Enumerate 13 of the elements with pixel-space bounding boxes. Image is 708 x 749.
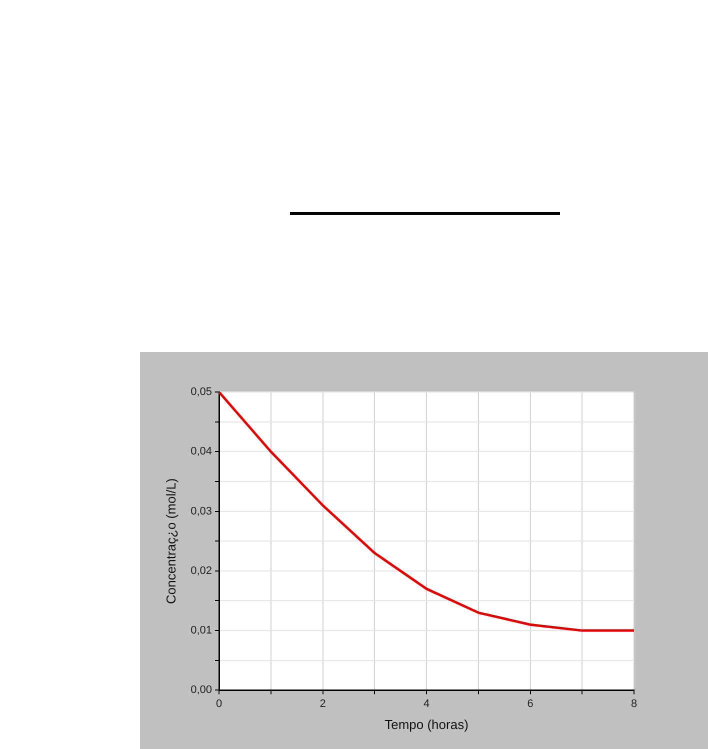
y-tick-label: 0,02 [190, 564, 212, 577]
y-tick-label: 0,03 [190, 505, 212, 518]
x-tick-label: 2 [320, 698, 326, 710]
x-axis-title: Tempo (horas) [384, 716, 468, 732]
x-tick-label: 4 [423, 698, 430, 710]
y-tick-label: 0,00 [190, 684, 212, 696]
y-tick-label: 0,01 [190, 624, 212, 637]
y-tick-label: 0,04 [190, 446, 212, 458]
y-tick-label: 0,05 [190, 386, 212, 398]
x-tick-label: 8 [630, 698, 638, 710]
x-tick-label: 0 [216, 698, 222, 710]
y-axis-title: Concentraç¿o (mol/L) [163, 478, 178, 604]
x-tick-label: 6 [527, 698, 534, 710]
